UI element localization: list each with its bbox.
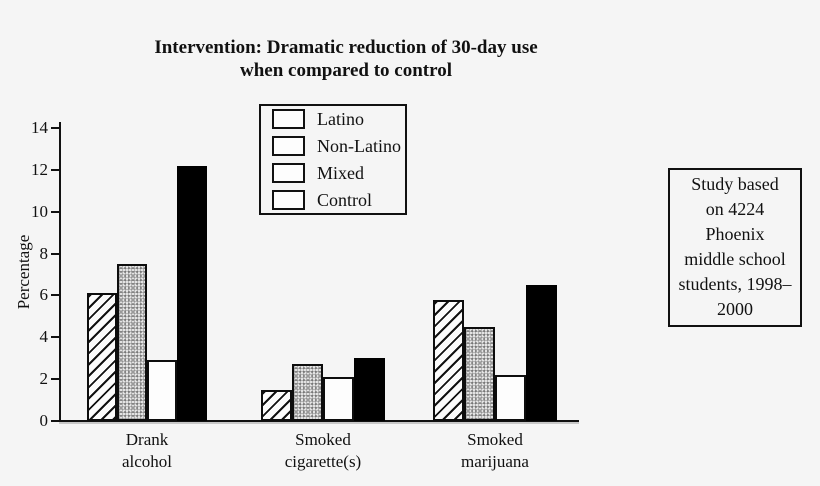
legend-box: Latino Non-Latino Mixed Control [259, 104, 407, 215]
y-tick-4 [51, 336, 60, 338]
bar-non-latino-drank-alcohol [117, 264, 147, 421]
y-axis-line [59, 122, 61, 422]
bar-non-latino-smoked-marijuana [464, 327, 495, 421]
legend-label-latino: Latino [317, 109, 364, 129]
bar-control-drank-alcohol [177, 166, 207, 421]
chart-title-line1: Intervention: Dramatic reduction of 30-d… [154, 37, 538, 58]
bar-control-smoked-marijuana [526, 285, 557, 421]
y-tick-label-2: 2 [39, 369, 49, 388]
bar-latino-smoked-cigarette-s [261, 390, 292, 421]
legend-item-non-latino: Non-Latino [272, 135, 405, 157]
bar-latino-smoked-marijuana [433, 300, 464, 421]
y-tick-label-4: 4 [39, 327, 49, 346]
y-tick-8 [51, 253, 60, 255]
y-tick-14 [51, 127, 60, 129]
legend-swatch-mixed [272, 163, 305, 183]
category-label-line: Smoked [295, 430, 351, 449]
bar-mixed-smoked-marijuana [495, 375, 526, 421]
x-axis-line [59, 420, 579, 422]
y-tick-label-14: 14 [31, 118, 48, 137]
annotation-line: Phoenix [705, 224, 765, 244]
annotation-line: Study based [691, 174, 779, 194]
category-label-line: cigarette(s) [284, 452, 362, 471]
legend-label-non-latino: Non-Latino [317, 136, 401, 156]
legend-item-mixed: Mixed [272, 162, 405, 184]
chart-title: Intervention: Dramatic reduction of 30-d… [46, 36, 646, 82]
bar-mixed-drank-alcohol [147, 360, 177, 421]
legend-swatch-latino [272, 109, 305, 129]
bar-latino-drank-alcohol [87, 293, 117, 421]
legend-swatch-non-latino [272, 136, 305, 156]
y-tick-label-12: 12 [31, 160, 48, 179]
bar-mixed-smoked-cigarette-s [323, 377, 354, 421]
category-label-line: Smoked [467, 430, 523, 449]
y-tick-label-6: 6 [39, 285, 49, 304]
legend-item-latino: Latino [272, 108, 405, 130]
y-axis-label: Percentage [14, 234, 33, 310]
y-tick-label-10: 10 [31, 202, 48, 221]
annotation-line: students, 1998– [678, 274, 792, 294]
y-tick-6 [51, 294, 60, 296]
legend-label-mixed: Mixed [317, 163, 364, 183]
bar-control-smoked-cigarette-s [354, 358, 385, 421]
annotation-line: middle school [684, 249, 786, 269]
annotation-box: Study based on 4224 Phoenix middle school st… [668, 168, 802, 327]
category-label-smoked-cigarette-s: Smoked cigarette(s) [238, 429, 408, 473]
category-label-line: Drank [125, 430, 169, 449]
legend-label-control: Control [317, 190, 373, 210]
annotation-line: 2000 [717, 299, 753, 319]
category-label-drank-alcohol: Drank alcohol [62, 429, 232, 473]
category-label-smoked-marijuana: Smoked marijuana [410, 429, 580, 473]
category-label-line: marijuana [461, 452, 529, 471]
annotation-line: on 4224 [705, 199, 765, 219]
y-tick-2 [51, 378, 60, 380]
y-tick-10 [51, 211, 60, 213]
y-tick-label-8: 8 [39, 244, 49, 263]
legend-swatch-control [272, 190, 305, 210]
chart-title-line2: when compared to control [240, 60, 452, 81]
y-tick-12 [51, 169, 60, 171]
category-label-line: alcohol [121, 452, 173, 471]
y-tick-0 [51, 420, 60, 422]
y-tick-label-0: 0 [39, 411, 49, 430]
bar-non-latino-smoked-cigarette-s [292, 364, 323, 421]
legend-item-control: Control [272, 189, 405, 211]
